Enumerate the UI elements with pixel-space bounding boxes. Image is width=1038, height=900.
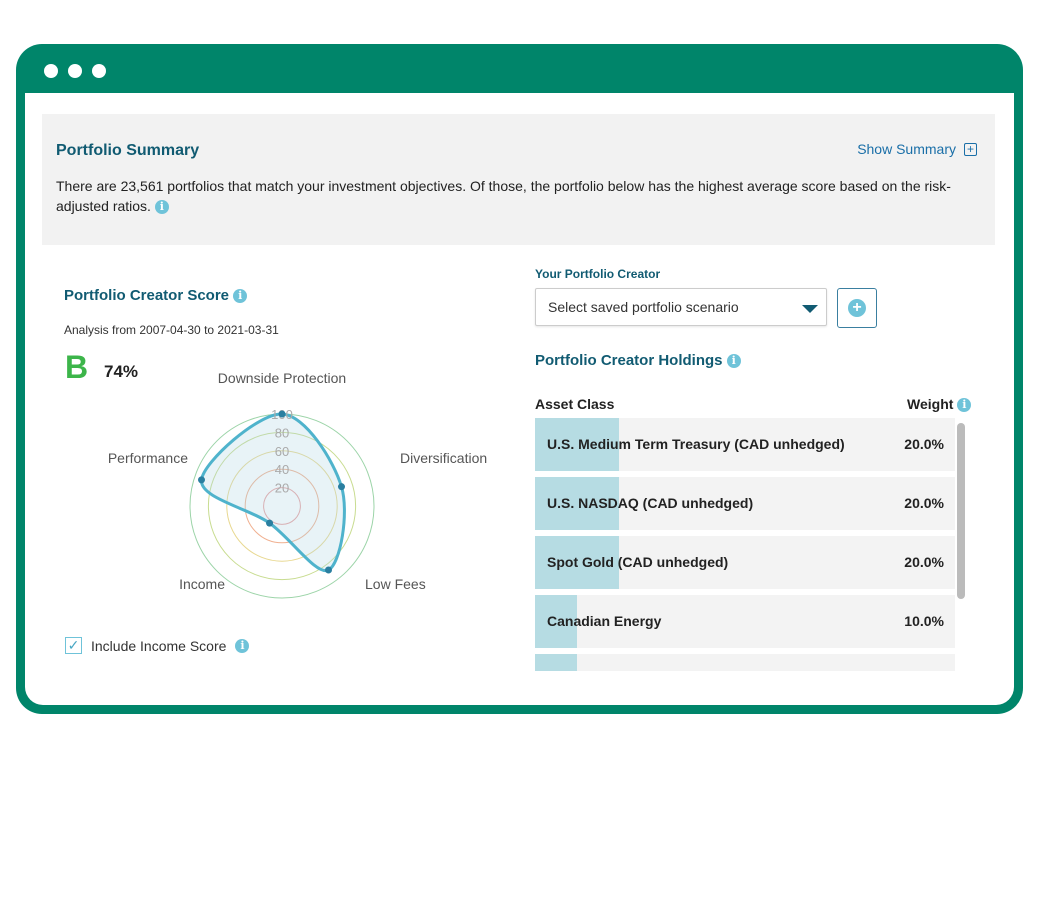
col-weight-text: Weight [907,396,954,412]
weight-bar [535,536,619,589]
holding-row[interactable]: U.S. Medium Term Treasury (CAD unhedged)… [535,418,955,471]
holding-weight: 10.0% [904,613,944,629]
col-asset-class: Asset Class [535,396,615,412]
data-point [325,566,333,574]
grid-ring [226,450,338,562]
data-point [278,410,286,418]
info-icon[interactable]: i [154,200,169,215]
holding-row[interactable]: U.S. NASDAQ (CAD unhedged) 20.0% [535,477,955,530]
col-weight: Weight i [907,396,972,413]
tick-label: 80 [275,425,289,440]
holding-weight: 20.0% [904,495,944,511]
holdings-list: U.S. Medium Term Treasury (CAD unhedged)… [535,418,975,671]
tick-label: 60 [275,444,289,459]
analysis-period: Analysis from 2007-04-30 to 2021-03-31 [64,323,279,337]
expand-icon: + [964,142,977,156]
data-point [266,519,274,527]
show-summary-button[interactable]: Show Summary + [857,141,977,157]
grid-ring [207,431,357,581]
axis-label: Diversification [400,450,487,466]
info-icon[interactable]: i [233,289,248,304]
summary-text: There are 23,561 portfolios that match y… [56,176,981,216]
data-point [198,476,206,484]
plus-circle-icon: + [848,299,866,317]
holding-name: U.S. NASDAQ (CAD unhedged) [547,495,754,511]
data-point [337,483,345,491]
weight-bar [535,477,619,530]
weight-bar [535,418,619,471]
radar-chart: 20406080100Downside ProtectionDiversific… [108,370,487,599]
axis-label: Performance [108,450,188,466]
holding-weight: 20.0% [904,436,944,452]
axis-label: Low Fees [365,576,426,592]
info-icon[interactable]: i [726,354,741,369]
browser-window: Portfolio Summary Show Summary + There ar… [16,44,1023,714]
weight-bar [535,595,577,648]
window-dot [68,64,82,78]
checkbox-checked-icon[interactable]: ✓ [65,637,82,654]
score-grade: B [65,349,89,385]
include-income-checkbox[interactable]: ✓ Include Income Score i [65,637,250,654]
info-icon[interactable]: i [235,638,250,653]
holding-row[interactable]: Canadian Energy 10.0% [535,595,955,648]
tick-label: 40 [275,462,289,477]
series-line [200,412,346,573]
holding-name: U.S. Medium Term Treasury (CAD unhedged) [547,436,845,452]
score-percent: 74% [104,362,139,381]
holdings-title-text: Portfolio Creator Holdings [535,352,723,369]
show-summary-label: Show Summary [857,141,956,157]
holding-row[interactable] [535,654,955,671]
portfolio-summary-panel: Portfolio Summary Show Summary + There ar… [42,114,995,245]
page-content: Portfolio Summary Show Summary + There ar… [25,93,1014,705]
grid-ring [263,487,301,525]
holding-weight: 20.0% [904,554,944,570]
holding-name: Canadian Energy [547,613,662,629]
window-controls [44,64,106,78]
holdings-title: Portfolio Creator Holdings i [535,352,741,369]
holding-row[interactable]: Spot Gold (CAD unhedged) 20.0% [535,536,955,589]
window-dot [92,64,106,78]
axis-label: Downside Protection [218,370,346,386]
score-title-text: Portfolio Creator Score [64,287,230,304]
tick-label: 20 [275,481,289,496]
holding-name: Spot Gold (CAD unhedged) [547,554,729,570]
summary-title: Portfolio Summary [56,142,200,159]
axis-label: Income [179,576,225,592]
window-dot [44,64,58,78]
add-scenario-button[interactable]: + [837,288,877,328]
select-placeholder: Select saved portfolio scenario [548,299,739,315]
grid-ring [244,468,320,544]
scenario-select[interactable]: Select saved portfolio scenario [535,288,827,326]
chevron-down-icon [802,305,818,313]
include-income-label: Include Income Score [91,637,227,654]
score-title: Portfolio Creator Score i [64,287,248,304]
info-icon[interactable]: i [957,398,972,413]
summary-text-body: There are 23,561 portfolios that match y… [56,178,951,214]
creator-label: Your Portfolio Creator [535,267,661,281]
weight-bar [535,654,577,671]
scrollbar[interactable] [957,423,965,599]
